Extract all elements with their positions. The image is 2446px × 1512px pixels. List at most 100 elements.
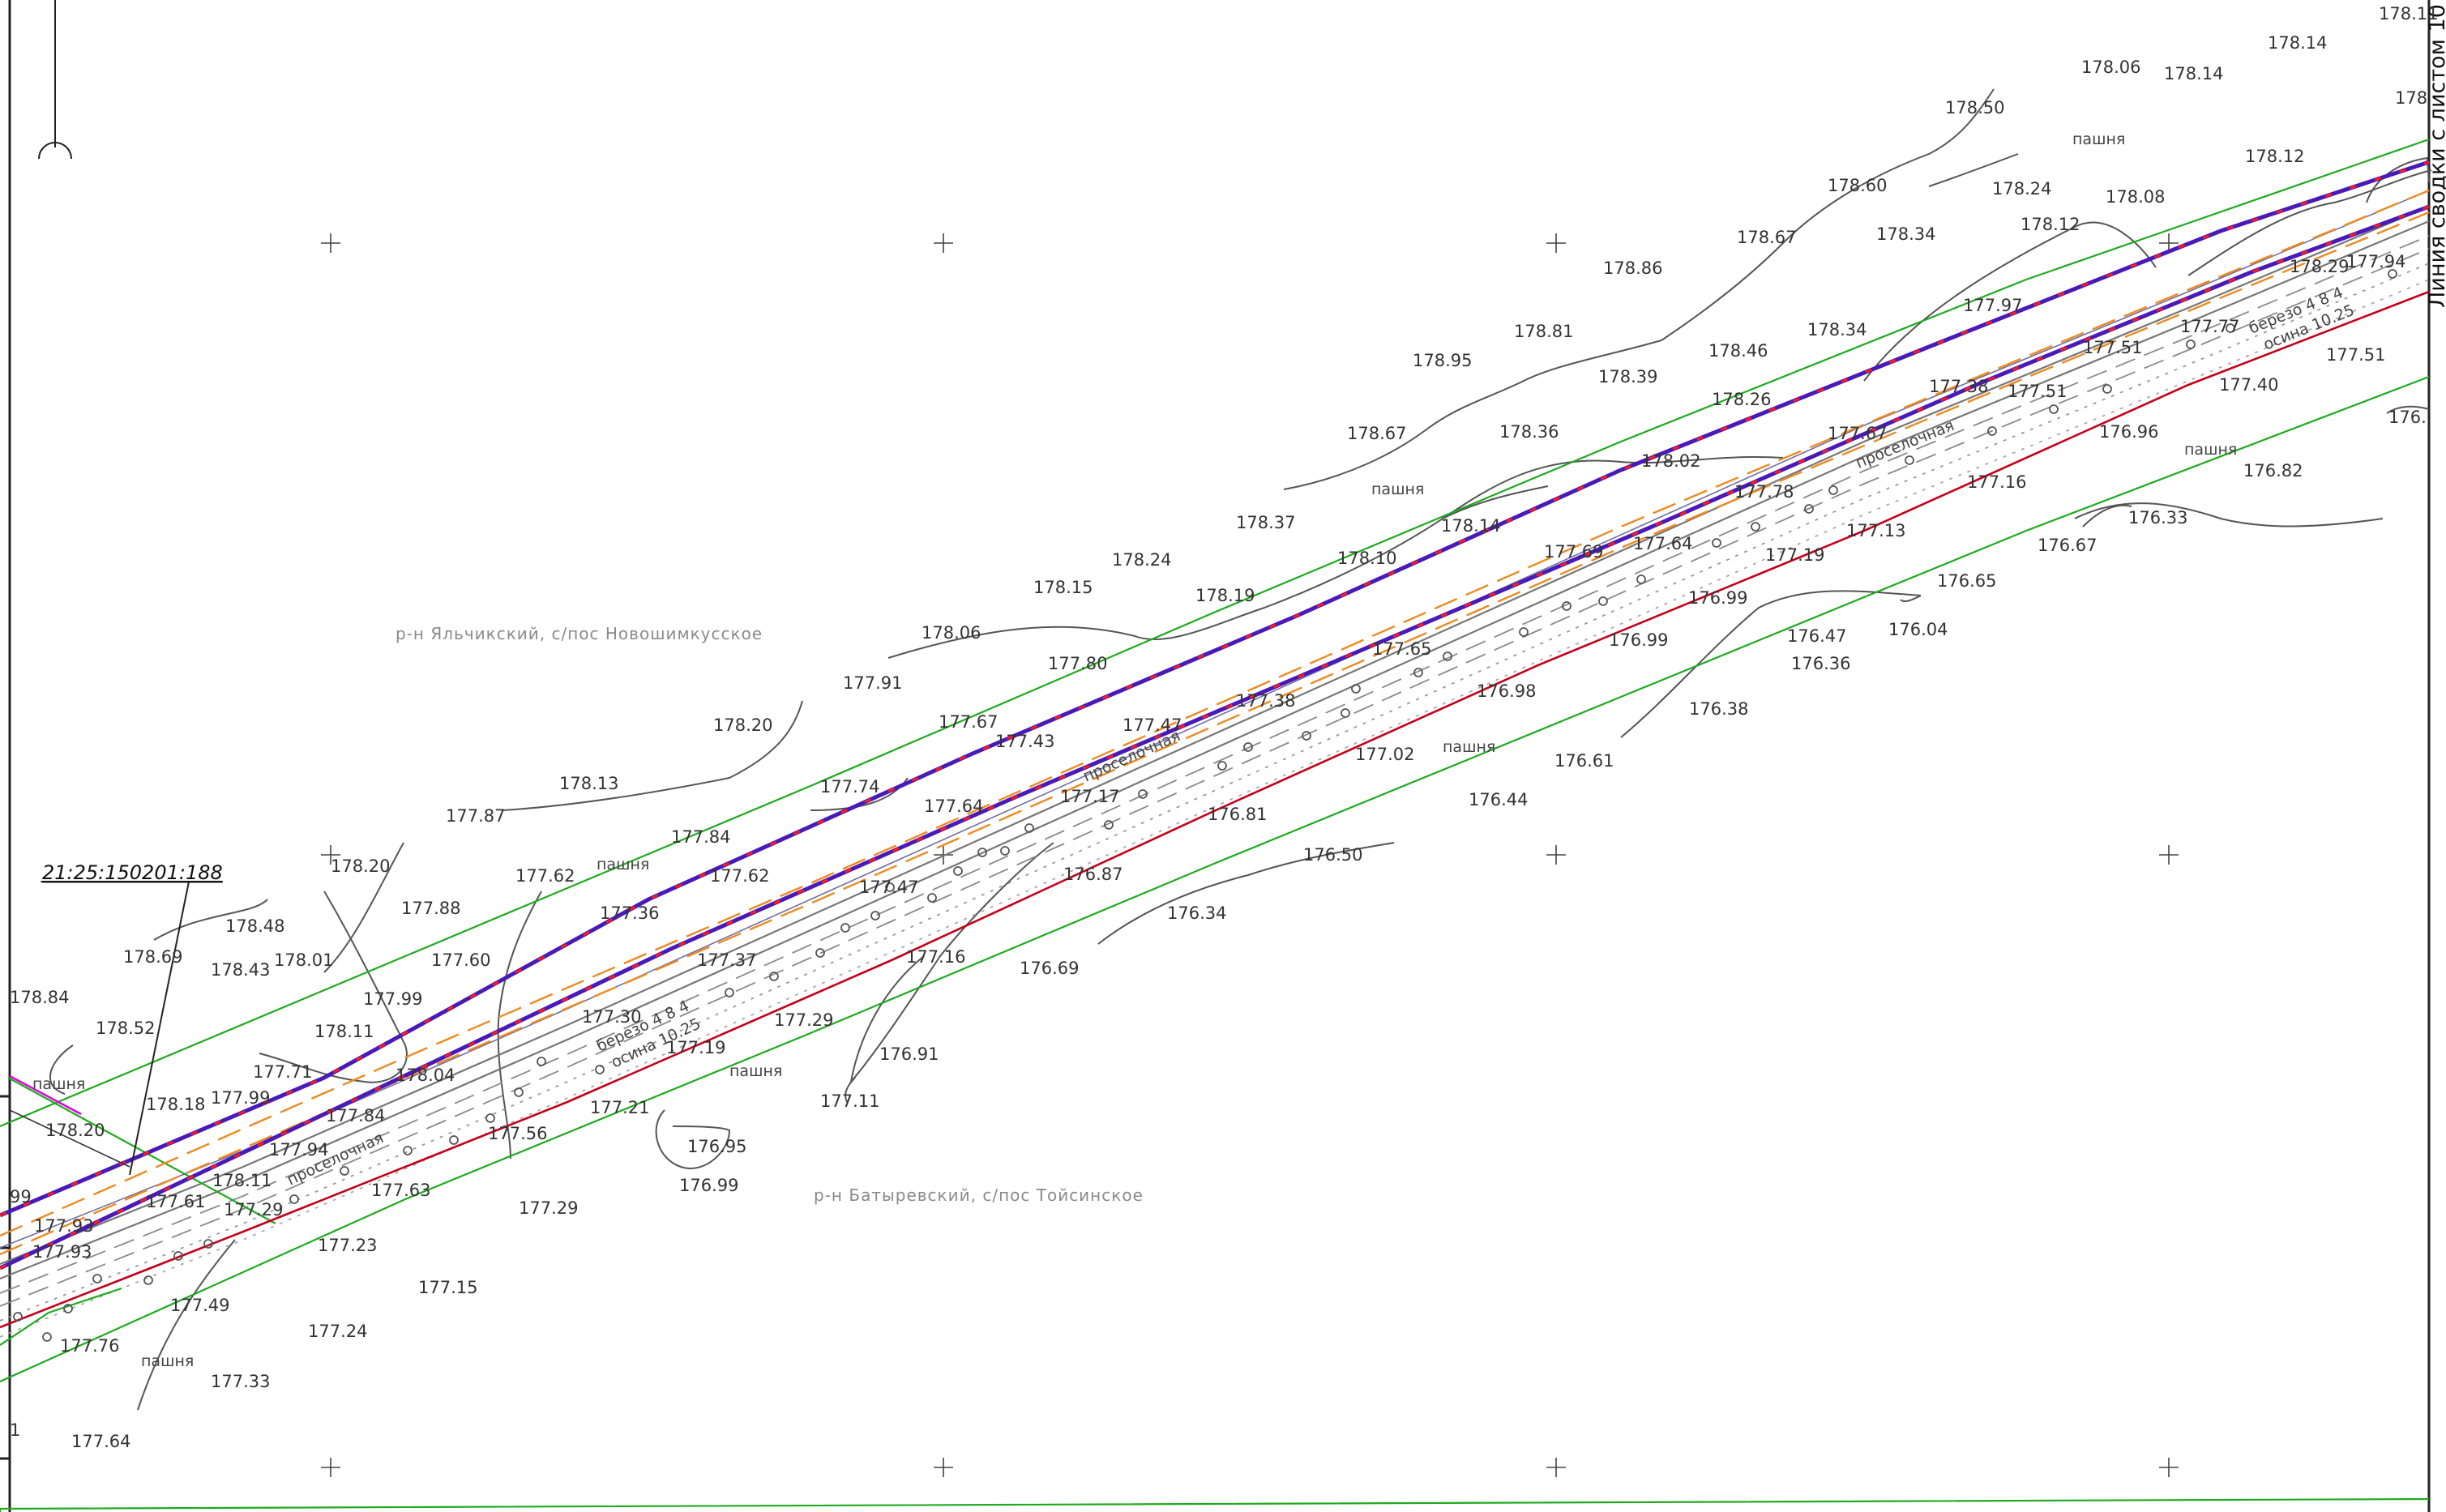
elevation-label: 177.64 <box>71 1432 130 1451</box>
road-label: проселочная <box>1080 727 1183 785</box>
elevation-label: 178.37 <box>1236 513 1295 532</box>
elevation-label: 177.37 <box>697 950 756 970</box>
cadastral-number: 21:25:150201:188 <box>42 861 223 884</box>
elevation-label: 177.64 <box>1633 534 1692 553</box>
district-label: р-н Батыревский, с/пос Тойсинское <box>814 1185 1144 1205</box>
elevation-label: 176.82 <box>2243 461 2303 481</box>
elevation-label: 177.21 <box>590 1098 649 1117</box>
elevation-label: 177.29 <box>224 1200 283 1219</box>
elevation-label: 176.99 <box>679 1176 738 1195</box>
elevation-label: 177.93 <box>34 1216 93 1236</box>
elevation-label: 177.47 <box>859 878 918 897</box>
elevation-label: 178.86 <box>1603 258 1662 278</box>
land-label: пашня <box>2184 441 2237 459</box>
elevation-label: 176.36 <box>1791 654 1850 673</box>
elevation-label: 176.69 <box>1020 959 1079 978</box>
elevation-label: 178.13 <box>559 774 618 793</box>
elevation-label: 177.13 <box>1846 521 1905 540</box>
district-label: р-н Яльчикский, с/пос Новошимкусское <box>396 624 763 643</box>
elevation-label: 178.14 <box>2268 33 2327 53</box>
elevation-label: 178.69 <box>123 947 182 967</box>
elevation-label: 177.60 <box>431 950 490 970</box>
land-labels: пашня пашня пашня пашня пашня пашня пашн… <box>32 130 2237 1370</box>
right-of-way-boundary <box>0 138 2430 1512</box>
elevation-label: 177.19 <box>1765 545 1824 565</box>
elevation-label: 177.88 <box>401 899 460 918</box>
elevation-label: 176.34 <box>1167 903 1226 923</box>
elevation-label: 177.74 <box>820 777 879 797</box>
elevation-label: 176.98 <box>1477 681 1536 701</box>
elevation-label: 177.77 <box>2180 317 2239 336</box>
elevation-label: 176.81 <box>1208 805 1267 824</box>
elevation-label: 177.62 <box>515 866 575 886</box>
elevation-label: 178.06 <box>922 623 981 643</box>
elevation-label: 178.08 <box>2106 187 2165 207</box>
elevation-label: 177.94 <box>269 1140 328 1160</box>
elevation-label: 178.43 <box>211 960 270 980</box>
elevation-label: 177.29 <box>774 1010 833 1030</box>
elevation-label: 177.76 <box>60 1336 119 1356</box>
elevation-label: 177.33 <box>211 1372 270 1391</box>
elevation-label: 177.51 <box>2008 382 2067 401</box>
elevation-label: 178.20 <box>331 856 390 876</box>
elevation-label: 178.34 <box>1807 320 1867 340</box>
elevation-label: 176.44 <box>1469 790 1528 809</box>
elevation-label: 178.24 <box>1112 550 1171 570</box>
elevation-label: 177.67 <box>1828 424 1887 443</box>
land-label: пашня <box>729 1062 782 1080</box>
elevation-label: 1 <box>10 1420 20 1440</box>
elevation-label: 178.50 <box>1945 98 2004 117</box>
elevation-label: 178.02 <box>1641 451 1700 471</box>
elevation-label: 178.11 <box>212 1171 272 1190</box>
elevation-label: 177.51 <box>2083 338 2142 357</box>
elevation-label: 177.94 <box>2346 252 2405 271</box>
elevation-label: 177.63 <box>371 1181 430 1200</box>
elevation-label: 177.02 <box>1355 745 1414 764</box>
elevation-label: 178.18 <box>146 1095 205 1114</box>
elevation-label: 178.26 <box>1712 390 1771 409</box>
elevation-label: 176.65 <box>1937 571 1996 591</box>
parcel-lines <box>9 881 190 1176</box>
elevation-label: 177.61 <box>146 1192 205 1211</box>
elevation-label: 177.91 <box>843 673 902 693</box>
elevation-label: 178.24 <box>1992 179 2051 199</box>
elevation-label: 178.14 <box>1441 516 1500 536</box>
elevation-label: 176.95 <box>687 1137 746 1156</box>
land-label: пашня <box>141 1352 194 1370</box>
elevation-label: 176.91 <box>879 1044 939 1064</box>
elevation-label: 178.06 <box>2081 58 2140 77</box>
elevation-label: 177.29 <box>519 1198 578 1218</box>
elevation-label: 178.29 <box>2290 257 2349 276</box>
land-label: пашня <box>32 1075 85 1093</box>
elevation-label: 178.95 <box>1413 351 1472 370</box>
elevation-label: 178.81 <box>1514 322 1573 341</box>
elevation-label: 177.64 <box>924 797 983 816</box>
land-label: пашня <box>597 856 649 873</box>
elevation-label: 177.65 <box>1372 639 1431 659</box>
elevation-label: 177.23 <box>318 1236 377 1255</box>
elevation-label: 176.87 <box>1063 865 1123 884</box>
elevation-label: 177.97 <box>1963 296 2022 315</box>
route-main-lines <box>0 160 2430 1329</box>
elevation-label: 178 <box>2395 88 2427 108</box>
elevation-label: 178.36 <box>1499 422 1559 442</box>
elevation-label: 176. <box>2388 408 2427 427</box>
elevation-label: 177.56 <box>488 1124 547 1143</box>
elevation-label: 177.71 <box>253 1062 312 1082</box>
elevation-label: 177.19 <box>666 1038 725 1057</box>
elevation-label: 178.20 <box>713 715 772 735</box>
elevation-label: 177.80 <box>1048 654 1107 673</box>
elevation-label: 178.04 <box>396 1066 455 1085</box>
elevation-label: 178.12 <box>2245 147 2304 166</box>
elevation-label: 178.20 <box>45 1121 105 1140</box>
elevation-label: 178.67 <box>1347 424 1406 443</box>
land-label: пашня <box>1371 481 1424 498</box>
elevation-label: 178.14 <box>2164 64 2223 83</box>
elevation-label: 177.51 <box>2326 345 2385 365</box>
elevation-label: 176.96 <box>2099 422 2158 442</box>
elevation-label: 178.19 <box>1195 586 1255 605</box>
elevation-label: 178.52 <box>96 1019 155 1038</box>
elevation-label: 177.84 <box>671 827 730 847</box>
elevation-label: 177.43 <box>995 732 1054 751</box>
